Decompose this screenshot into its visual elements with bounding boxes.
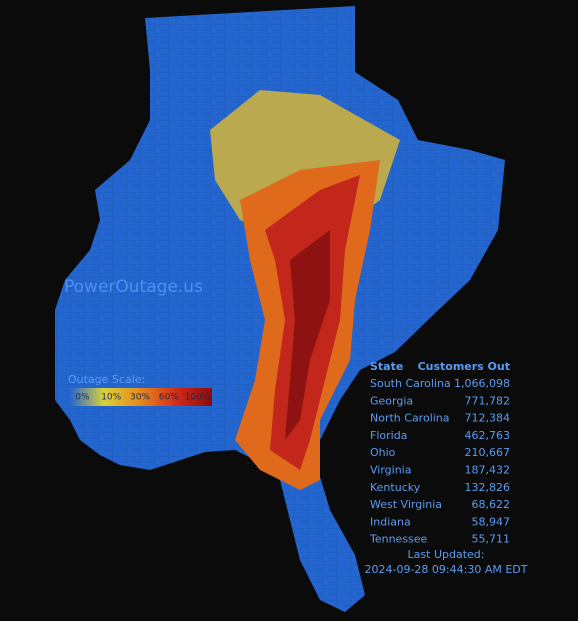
customers-out: 1,066,098: [454, 377, 510, 390]
state-name: Indiana: [370, 515, 411, 528]
updated-label: Last Updated:: [408, 548, 485, 561]
state-name: South Carolina: [370, 377, 451, 390]
customers-out: 462,763: [465, 429, 511, 442]
scale-bar: [68, 388, 212, 406]
customers-out: 55,711: [472, 533, 511, 546]
customers-out: 132,826: [465, 481, 511, 494]
table-header: Customers Out: [418, 360, 510, 373]
state-name: Florida: [370, 429, 407, 442]
scale-label: 30%: [130, 393, 150, 403]
customers-out: 771,782: [465, 394, 511, 407]
customers-out: 210,667: [465, 446, 511, 459]
scale-label: 60%: [159, 393, 179, 403]
scale-label: 0%: [75, 393, 90, 403]
state-name: Tennessee: [369, 533, 428, 546]
customers-out: 712,384: [465, 412, 511, 425]
table-header: State: [370, 360, 403, 373]
state-name: Ohio: [370, 446, 396, 459]
customers-out: 68,622: [472, 498, 511, 511]
updated-time: 2024-09-28 09:44:30 AM EDT: [365, 563, 528, 576]
customers-out: 58,947: [472, 515, 511, 528]
state-name: North Carolina: [370, 412, 450, 425]
scale-title: Outage Scale:: [68, 373, 145, 386]
state-name: Virginia: [370, 464, 411, 477]
region-shapes: [55, 6, 505, 612]
state-name: Kentucky: [370, 481, 421, 494]
outage-zone: [285, 230, 330, 440]
scale-label: 100%: [185, 393, 211, 403]
brand: PowerOutage.us: [64, 277, 203, 297]
scale-label: 10%: [101, 393, 121, 403]
state-name: Georgia: [370, 394, 413, 407]
state-name: West Virginia: [370, 498, 442, 511]
customers-out: 187,432: [465, 464, 511, 477]
